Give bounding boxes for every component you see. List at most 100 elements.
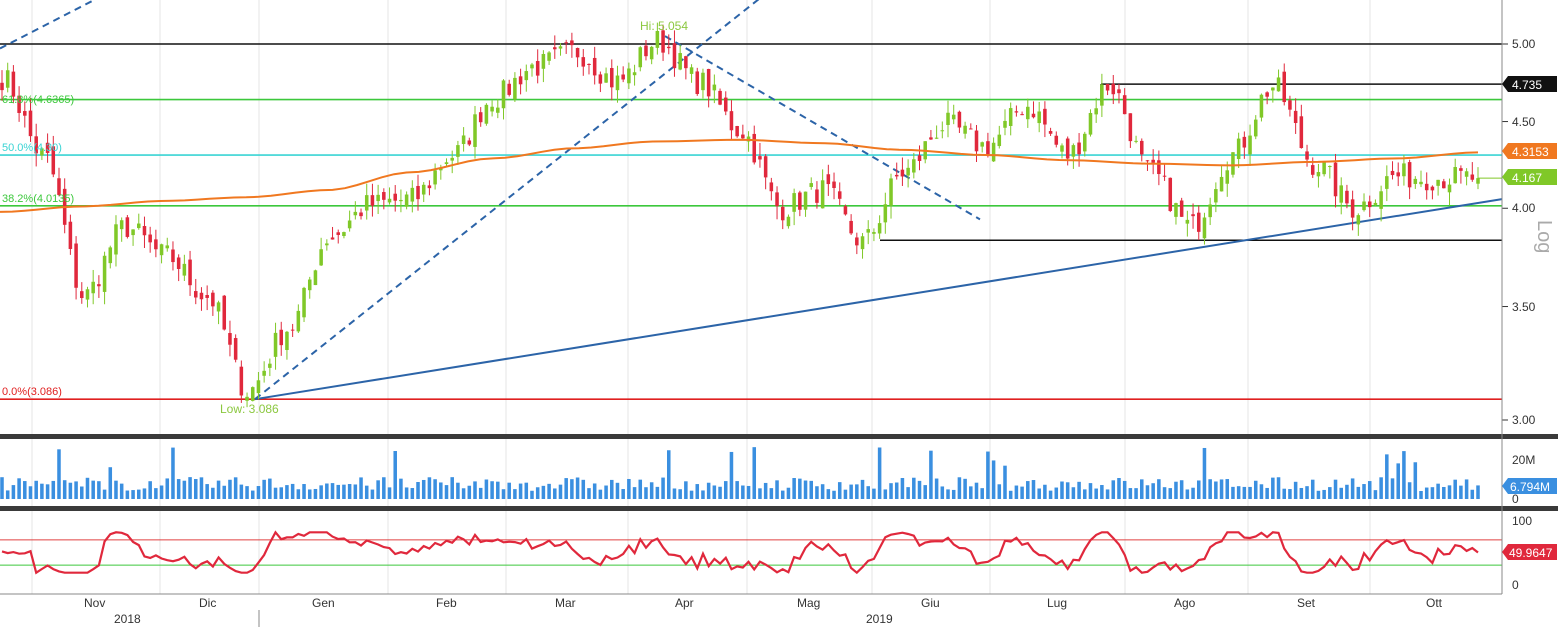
volume-bar	[387, 487, 392, 499]
log-scale-label: Log	[1533, 220, 1555, 253]
volume-bar	[1459, 485, 1463, 499]
candle-body	[1367, 201, 1372, 208]
moving-average-path	[0, 138, 1479, 213]
volume-bar	[1299, 487, 1304, 499]
candle-body	[1333, 162, 1338, 197]
ma-tag-text: 4.3153	[1512, 145, 1549, 159]
volume-bar	[51, 480, 56, 499]
volume-bar	[513, 489, 517, 499]
candle-body	[723, 97, 728, 112]
volume-bar	[1276, 477, 1281, 499]
volume-bar	[695, 484, 700, 499]
volume-bar	[1436, 483, 1440, 499]
candle-body	[951, 114, 956, 120]
candle-body	[1459, 168, 1463, 171]
candle-body	[1065, 138, 1070, 159]
year-label-2018: 2018	[114, 612, 141, 626]
fib-382-label: 38.2%(4.0135)	[2, 193, 74, 205]
candle-body	[518, 76, 523, 85]
candle-body	[239, 366, 244, 396]
candle-body	[638, 47, 643, 68]
candle-body	[501, 80, 506, 109]
volume-bar	[929, 450, 933, 499]
y-tick-450: 4.50	[1512, 115, 1536, 129]
candle-body	[837, 191, 842, 199]
candle-body	[1282, 71, 1287, 103]
volume-bar	[872, 488, 876, 499]
candle-body	[461, 135, 466, 145]
volume-bar	[1037, 488, 1041, 499]
volume-bar	[820, 484, 825, 499]
volume-bar	[1065, 482, 1070, 499]
volume-bar	[1413, 462, 1418, 499]
volume-bar	[917, 480, 922, 499]
candle-body	[735, 126, 739, 137]
candle-body	[792, 193, 796, 212]
candle-body	[1271, 87, 1275, 91]
volume-bar	[1185, 489, 1190, 499]
candle-body	[211, 292, 215, 307]
volume-bar	[28, 486, 33, 499]
candle-body	[1219, 176, 1224, 192]
volume-bar	[775, 480, 779, 499]
volume-bar	[211, 487, 215, 499]
volume-bar	[325, 483, 329, 499]
candle-body	[1185, 219, 1190, 224]
candle-body	[364, 195, 369, 211]
candle-body	[205, 294, 209, 298]
volume-bar	[142, 488, 147, 499]
candle-body	[1020, 114, 1024, 116]
volume-bar	[598, 489, 603, 499]
volume-bar	[1242, 486, 1247, 499]
candle-body	[866, 229, 870, 233]
candle-body	[1128, 113, 1133, 142]
volume-bar	[119, 483, 124, 499]
volume-bar	[216, 480, 221, 499]
volume-bar	[786, 487, 791, 499]
resistance-tag: 4.735	[1502, 76, 1557, 92]
candle-body	[450, 157, 454, 161]
separator-volume-rsi[interactable]	[0, 506, 1558, 511]
volume-bar	[991, 460, 996, 499]
volume-bar	[154, 488, 158, 499]
candle-body	[28, 110, 33, 137]
volume-bar	[23, 481, 27, 499]
separator-price-volume[interactable]	[0, 434, 1558, 439]
volume-bar	[370, 489, 375, 499]
volume-bar	[193, 479, 198, 499]
candle-body	[1071, 145, 1076, 157]
volume-bar	[752, 447, 757, 499]
candle-body	[473, 114, 477, 147]
volume-bar	[307, 489, 312, 499]
volume-bar	[1259, 484, 1264, 499]
candle-body	[290, 329, 295, 331]
volume-bar	[780, 490, 785, 499]
volume-bar	[769, 488, 774, 499]
candle-body	[490, 106, 494, 112]
candle-body	[627, 68, 631, 84]
candle-body	[1054, 135, 1059, 145]
volume-bar	[290, 483, 295, 499]
month-label-mag: Mag	[797, 596, 820, 610]
candle-body	[1447, 184, 1452, 193]
candle-body	[199, 292, 204, 300]
volume-bar	[279, 487, 284, 499]
volume-bar	[518, 483, 523, 499]
candle-body	[319, 249, 323, 266]
candle-body	[467, 140, 472, 145]
volume-bar	[1442, 486, 1446, 499]
candle-body	[85, 289, 90, 300]
month-label-ott: Ott	[1426, 596, 1443, 610]
volume-bar	[11, 485, 16, 499]
candle-body	[23, 111, 27, 116]
candle-body	[587, 63, 591, 66]
volume-bar	[1128, 488, 1133, 499]
volume-bar	[1020, 486, 1024, 499]
candle-body	[798, 192, 802, 210]
candle-body	[1436, 179, 1440, 186]
candle-body	[148, 234, 152, 243]
volume-bar	[1179, 480, 1184, 499]
candle-body	[672, 43, 677, 69]
volume-bar	[1356, 486, 1361, 499]
candle-body	[1145, 160, 1150, 162]
